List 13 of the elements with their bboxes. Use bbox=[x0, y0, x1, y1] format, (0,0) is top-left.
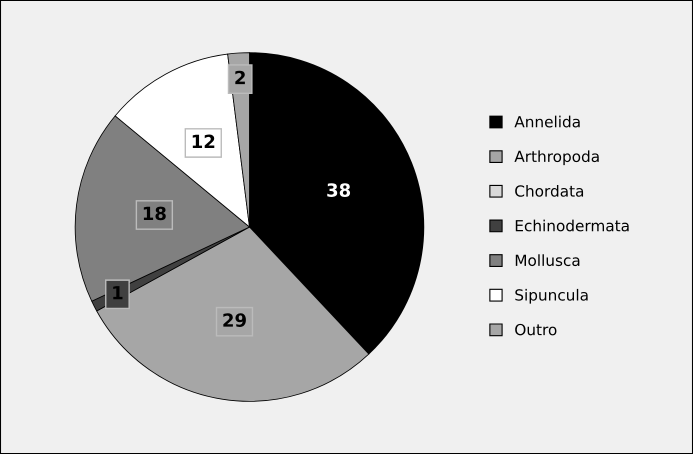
data-label: 1 bbox=[113, 286, 122, 300]
legend-label: Chordata bbox=[515, 184, 584, 197]
legend-label: Echinodermata bbox=[516, 220, 629, 232]
data-label: 38 bbox=[327, 183, 350, 197]
legend-label: Sipuncula bbox=[515, 288, 588, 304]
legend-label: Arthropoda bbox=[514, 150, 599, 166]
legend-label: Annelida bbox=[514, 116, 580, 128]
legend-label: Mollusca bbox=[516, 254, 580, 266]
data-label: 18 bbox=[144, 206, 166, 220]
data-label: 12 bbox=[192, 134, 214, 148]
data-label: 2 bbox=[235, 70, 245, 84]
data-label: 29 bbox=[223, 313, 246, 327]
legend-label: Outro bbox=[515, 324, 556, 336]
